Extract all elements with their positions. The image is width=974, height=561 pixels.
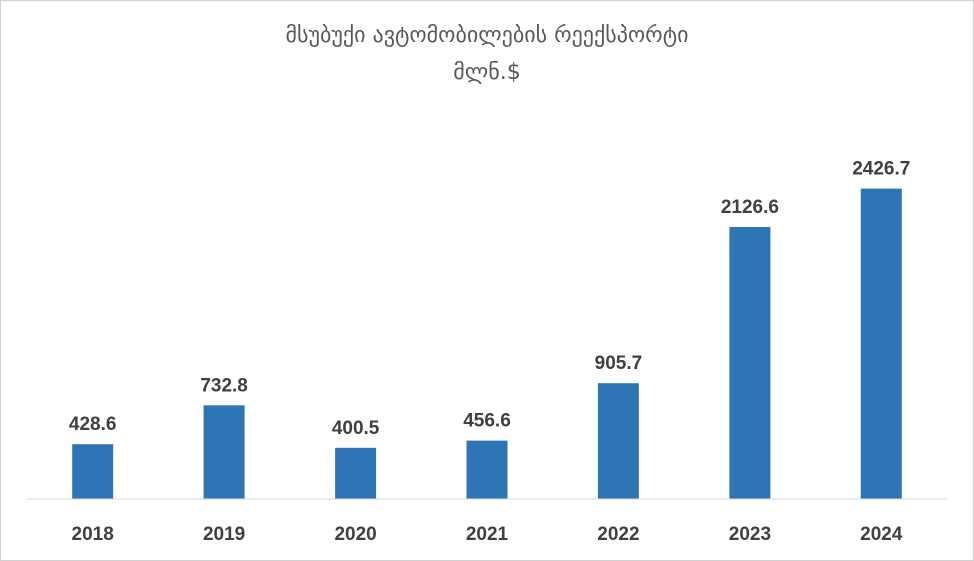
x-tick-label-2020: 2020 <box>334 524 376 545</box>
chart-title: მსუბუქი ავტომობილების რეექსპორტი <box>286 23 689 48</box>
bar-2019 <box>203 405 245 499</box>
x-tick-label-2018: 2018 <box>72 524 114 545</box>
bar-2022 <box>597 383 639 499</box>
chart-subtitle: მლნ.$ <box>453 60 520 85</box>
x-tick-labels-group: 2018 2019 2020 2021 2022 2023 2024 <box>72 524 903 545</box>
data-label-2020: 400.5 <box>332 418 380 439</box>
x-tick-label-2021: 2021 <box>466 524 509 545</box>
data-label-2021: 456.6 <box>463 411 511 432</box>
data-labels-group: 428.6 732.8 400.5 456.6 905.7 2126.6 2426.7 <box>69 159 910 439</box>
bar-2021 <box>466 440 508 499</box>
x-tick-label-2022: 2022 <box>597 524 639 545</box>
data-label-2023: 2126.6 <box>721 197 779 218</box>
data-label-2022: 905.7 <box>595 353 643 374</box>
x-tick-label-2024: 2024 <box>860 524 903 545</box>
bar-2018 <box>72 444 114 499</box>
x-tick-label-2019: 2019 <box>203 524 245 545</box>
x-tick-label-2023: 2023 <box>729 524 771 545</box>
bar-2024 <box>860 188 902 499</box>
bar-2023 <box>729 227 771 499</box>
bars-group <box>72 188 902 499</box>
data-label-2018: 428.6 <box>69 414 117 435</box>
data-label-2024: 2426.7 <box>852 159 910 180</box>
bar-2020 <box>335 447 377 499</box>
data-label-2019: 732.8 <box>200 375 248 396</box>
